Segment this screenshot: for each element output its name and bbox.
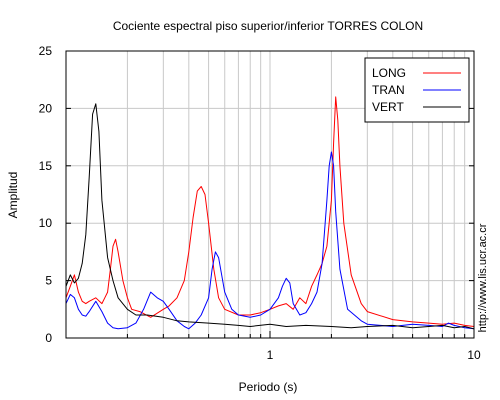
x-axis-label: Periodo (s) bbox=[239, 380, 298, 394]
x-tick-label: 1 bbox=[267, 348, 274, 362]
side-url-text: http://www.lis.ucr.ac.cr bbox=[477, 223, 489, 332]
legend-label: TRAN bbox=[372, 83, 405, 97]
y-tick-label: 25 bbox=[39, 44, 53, 58]
chart-title: Cociente espectral piso superior/inferio… bbox=[113, 19, 423, 33]
legend-label: VERT bbox=[372, 100, 404, 114]
y-axis-label: Amplitud bbox=[6, 172, 20, 219]
series-lines bbox=[65, 96, 475, 330]
legend-label: LONG bbox=[372, 66, 406, 80]
y-axis-ticks: 0 5 10 15 20 25 bbox=[39, 44, 474, 345]
y-tick-label: 15 bbox=[39, 159, 53, 173]
series-long-line bbox=[65, 96, 475, 327]
x-axis-ticks: 1 10 bbox=[126, 331, 481, 362]
y-tick-label: 0 bbox=[45, 331, 52, 345]
x-tick-label: 10 bbox=[467, 348, 481, 362]
y-tick-label: 10 bbox=[39, 216, 53, 230]
legend: LONG TRAN VERT bbox=[364, 57, 470, 123]
y-tick-label: 20 bbox=[39, 101, 53, 115]
series-tran-line bbox=[65, 151, 475, 330]
y-tick-label: 5 bbox=[45, 274, 52, 288]
series-vert-line bbox=[65, 103, 475, 330]
